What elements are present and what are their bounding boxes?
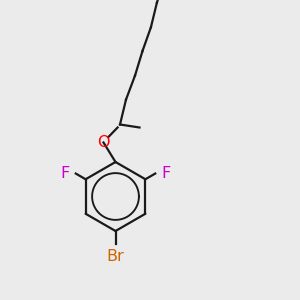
Text: O: O (97, 135, 110, 150)
Text: F: F (162, 166, 171, 181)
Text: Br: Br (106, 249, 124, 264)
Text: F: F (60, 166, 69, 181)
